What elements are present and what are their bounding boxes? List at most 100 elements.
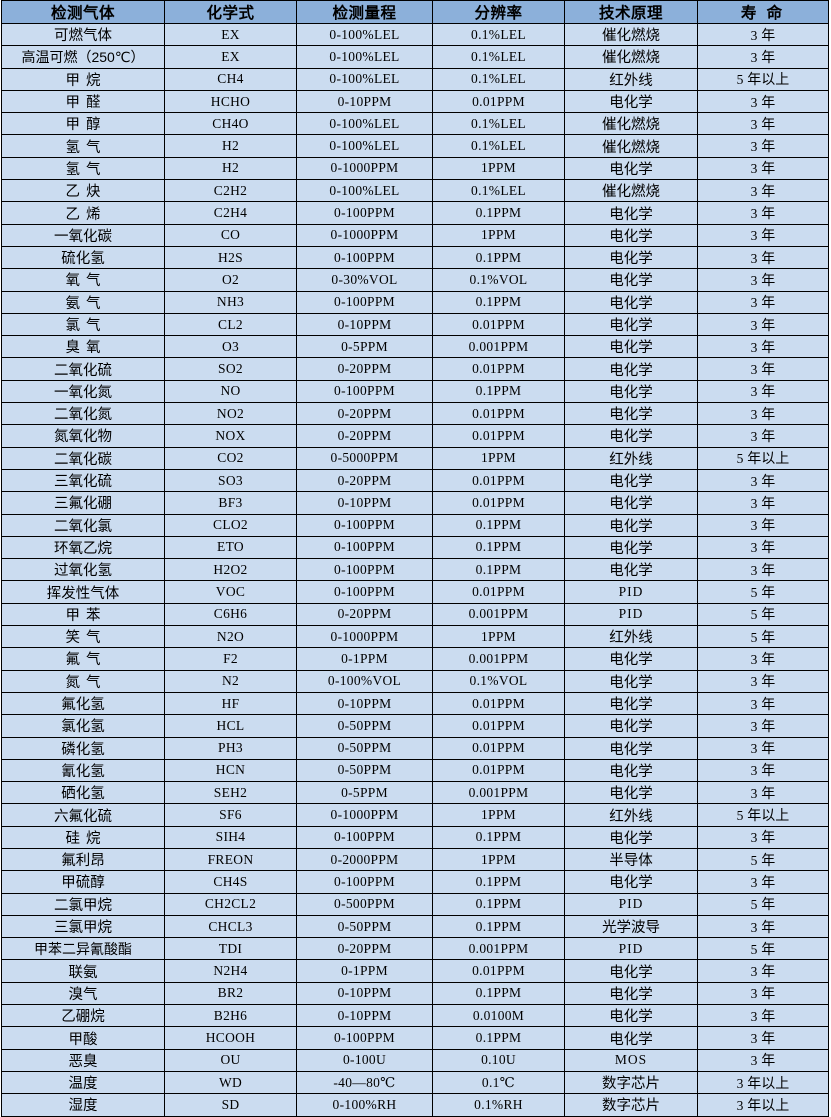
- cell-range: 0-50PPM: [296, 714, 433, 738]
- cell-principle: PID: [564, 937, 698, 961]
- cell-gas-name: 硅烷: [1, 825, 165, 849]
- cell-formula: SF6: [164, 803, 297, 827]
- table-row: 氨气 NH3 0-100PPM 0.1PPM 电化学 3 年: [1, 290, 829, 314]
- cell-formula: NH3: [164, 290, 297, 314]
- cell-principle: 电化学: [564, 402, 698, 426]
- column-header-resolution: 分辨率: [432, 0, 565, 24]
- cell-range: 0-10PPM: [296, 491, 433, 515]
- table-row: 高温可燃（250℃） EX 0-100%LEL 0.1%LEL 催化燃烧 3 年: [1, 45, 829, 69]
- cell-principle: 催化燃烧: [564, 22, 698, 47]
- cell-principle: 电化学: [564, 781, 698, 805]
- cell-life: 5 年: [697, 937, 829, 961]
- cell-resolution: 0.1PPM: [432, 981, 565, 1006]
- cell-resolution: 0.1%LEL: [432, 67, 565, 91]
- cell-resolution: 0.1%LEL: [432, 45, 565, 69]
- cell-resolution: 1PPM: [432, 223, 565, 247]
- cell-range: 0-100%LEL: [296, 45, 433, 69]
- table-row: 硅烷 SIH4 0-100PPM 0.1PPM 电化学 3 年: [1, 825, 829, 849]
- cell-resolution: 0.001PPM: [432, 647, 565, 671]
- table-row: 二氧化硫 SO2 0-20PPM 0.01PPM 电化学 3 年: [1, 357, 829, 381]
- cell-range: 0-10PPM: [296, 312, 433, 337]
- cell-resolution: 0.001PPM: [432, 937, 565, 961]
- column-header-range: 检测量程: [296, 0, 433, 24]
- cell-range: 0-1000PPM: [296, 156, 433, 181]
- cell-formula: CLO2: [164, 513, 297, 537]
- table-row: 硫化氢 H2S 0-100PPM 0.1PPM 电化学 3 年: [1, 245, 829, 270]
- cell-life: 5 年: [697, 580, 829, 604]
- cell-principle: 电化学: [564, 959, 698, 983]
- table-row: 氢气 H2 0-100%LEL 0.1%LEL 催化燃烧 3 年: [1, 134, 829, 158]
- cell-life: 3 年: [697, 156, 829, 181]
- cell-formula: H2S: [164, 245, 297, 270]
- cell-formula: SO3: [164, 468, 297, 493]
- table-row: 氯气 CL2 0-10PPM 0.01PPM 电化学 3 年: [1, 312, 829, 337]
- cell-gas-name: 二氧化氯: [1, 513, 165, 537]
- cell-gas-name: 磷化氢: [1, 736, 165, 760]
- table-row: 湿度 SD 0-100%RH 0.1%RH 数字芯片 3 年以上: [1, 1093, 829, 1117]
- cell-life: 3 年: [697, 758, 829, 783]
- table-row: 甲醇 CH4O 0-100%LEL 0.1%LEL 催化燃烧 3 年: [1, 112, 829, 136]
- cell-range: 0-100PPM: [296, 245, 433, 270]
- cell-resolution: 1PPM: [432, 156, 565, 181]
- cell-principle: 电化学: [564, 647, 698, 671]
- cell-life: 5 年: [697, 602, 829, 627]
- table-row: 甲苯二异氰酸酯 TDI 0-20PPM 0.001PPM PID 5 年: [1, 937, 829, 961]
- cell-resolution: 0.01PPM: [432, 491, 565, 515]
- table-row: 一氧化碳 CO 0-1000PPM 1PPM 电化学 3 年: [1, 223, 829, 247]
- cell-gas-name: 硫化氢: [1, 245, 165, 270]
- cell-gas-name: 氨气: [1, 290, 165, 314]
- cell-principle: 电化学: [564, 513, 698, 537]
- cell-life: 3 年以上: [697, 1093, 829, 1117]
- cell-range: 0-1000PPM: [296, 803, 433, 827]
- cell-resolution: 0.01PPM: [432, 468, 565, 493]
- cell-range: 0-20PPM: [296, 402, 433, 426]
- cell-range: 0-5PPM: [296, 335, 433, 359]
- cell-principle: 电化学: [564, 268, 698, 292]
- cell-range: 0-10PPM: [296, 89, 433, 114]
- cell-range: 0-50PPM: [296, 914, 433, 939]
- cell-principle: 催化燃烧: [564, 112, 698, 136]
- cell-gas-name: 臭氧: [1, 335, 165, 359]
- cell-life: 3 年: [697, 424, 829, 448]
- cell-life: 3 年: [697, 379, 829, 404]
- table-header: 检测气体 化学式 检测量程 分辨率 技术原理 寿 命: [1, 0, 829, 24]
- cell-resolution: 0.01PPM: [432, 959, 565, 983]
- cell-resolution: 1PPM: [432, 803, 565, 827]
- table-row: 笑气 N2O 0-1000PPM 1PPM 红外线 5 年: [1, 625, 829, 649]
- cell-range: 0-100%VOL: [296, 669, 433, 693]
- cell-resolution: 0.1PPM: [432, 513, 565, 537]
- cell-gas-name: 可燃气体: [1, 22, 165, 47]
- cell-range: 0-20PPM: [296, 602, 433, 627]
- cell-principle: 催化燃烧: [564, 134, 698, 158]
- cell-principle: 电化学: [564, 89, 698, 114]
- cell-resolution: 0.01PPM: [432, 424, 565, 448]
- cell-resolution: 0.001PPM: [432, 335, 565, 359]
- cell-resolution: 0.1PPM: [432, 379, 565, 404]
- cell-range: 0-100PPM: [296, 1026, 433, 1050]
- table-row: 磷化氢 PH3 0-50PPM 0.01PPM 电化学 3 年: [1, 736, 829, 760]
- cell-range: 0-100PPM: [296, 201, 433, 225]
- cell-life: 3 年: [697, 491, 829, 515]
- cell-principle: 电化学: [564, 156, 698, 181]
- cell-gas-name: 过氧化氢: [1, 558, 165, 582]
- cell-principle: 电化学: [564, 424, 698, 448]
- cell-gas-name: 三氟化硼: [1, 491, 165, 515]
- cell-formula: CH2CL2: [164, 892, 297, 916]
- table-row: 氮气 N2 0-100%VOL 0.1%VOL 电化学 3 年: [1, 669, 829, 693]
- cell-formula: HCL: [164, 714, 297, 738]
- cell-principle: 电化学: [564, 669, 698, 693]
- table-row: 二氧化氮 NO2 0-20PPM 0.01PPM 电化学 3 年: [1, 402, 829, 426]
- cell-life: 3 年: [697, 468, 829, 493]
- cell-gas-name: 甲醛: [1, 89, 165, 114]
- cell-gas-name: 氟利昂: [1, 847, 165, 872]
- column-header-formula: 化学式: [164, 0, 297, 24]
- table-row: 二氧化氯 CLO2 0-100PPM 0.1PPM 电化学 3 年: [1, 513, 829, 537]
- cell-life: 3 年: [697, 736, 829, 760]
- cell-gas-name: 环氧乙烷: [1, 535, 165, 560]
- cell-life: 5 年以上: [697, 803, 829, 827]
- table-row: 甲烷 CH4 0-100%LEL 0.1%LEL 红外线 5 年以上: [1, 67, 829, 91]
- cell-formula: HF: [164, 691, 297, 716]
- cell-life: 3 年: [697, 647, 829, 671]
- cell-formula: BF3: [164, 491, 297, 515]
- table-row: 溴气 BR2 0-10PPM 0.1PPM 电化学 3 年: [1, 981, 829, 1006]
